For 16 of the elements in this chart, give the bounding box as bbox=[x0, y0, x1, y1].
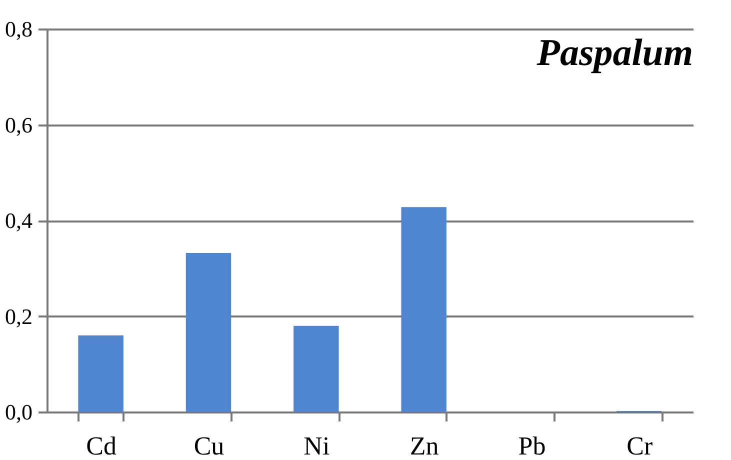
y-tick-label: 0,0 bbox=[5, 400, 32, 424]
bar bbox=[294, 326, 339, 412]
y-tick-label: 0,4 bbox=[5, 208, 32, 233]
chart-title: Paspalum bbox=[536, 32, 693, 74]
bar bbox=[78, 335, 124, 412]
y-tick-label: 0,2 bbox=[5, 304, 32, 329]
bar bbox=[186, 253, 232, 412]
bar bbox=[401, 207, 446, 412]
x-tick-label: Zn bbox=[410, 432, 439, 460]
x-tick-label: Cu bbox=[194, 432, 224, 460]
x-tick-label: Cr bbox=[626, 432, 654, 460]
x-tick-label: Ni bbox=[304, 432, 330, 460]
y-tick-label: 0,6 bbox=[5, 112, 32, 138]
y-tick-label: 0,8 bbox=[5, 16, 32, 42]
x-tick-label: Cd bbox=[86, 432, 117, 460]
x-tick-label: Pb bbox=[518, 432, 546, 460]
